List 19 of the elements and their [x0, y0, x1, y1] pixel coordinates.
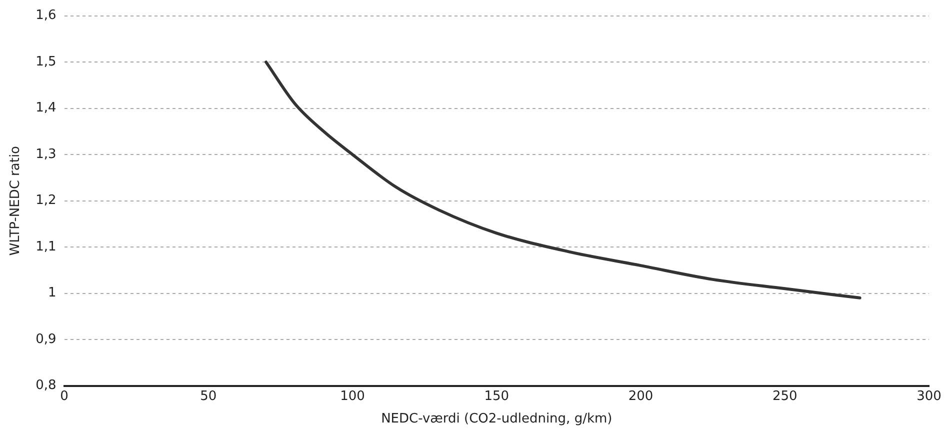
y-tick-label: 0,8: [36, 378, 56, 394]
x-tick-label: 50: [200, 388, 217, 404]
x-tick-label: 0: [60, 388, 68, 404]
x-tick-label: 150: [484, 388, 510, 404]
x-tick-label: 200: [628, 388, 654, 404]
y-tick-label: 1,5: [36, 54, 56, 70]
y-tick-label: 0,9: [36, 332, 56, 347]
y-tick-label: 1,6: [36, 8, 56, 24]
y-tick-label: 1,1: [36, 239, 56, 254]
x-axis-title: NEDC-værdi (CO2-udledning, g/km): [381, 412, 612, 427]
y-tick-label: 1,3: [36, 146, 56, 162]
y-tick-label: 1,2: [36, 193, 56, 208]
x-tick-label: 300: [916, 388, 942, 404]
y-tick-label: 1: [48, 286, 56, 301]
y-tick-label: 1,4: [36, 100, 56, 116]
y-axis-title: WLTP-NEDC ratio: [8, 146, 24, 256]
line-series: [264, 60, 862, 300]
x-tick-label: 250: [772, 388, 798, 404]
x-tick-label: 100: [340, 388, 365, 404]
